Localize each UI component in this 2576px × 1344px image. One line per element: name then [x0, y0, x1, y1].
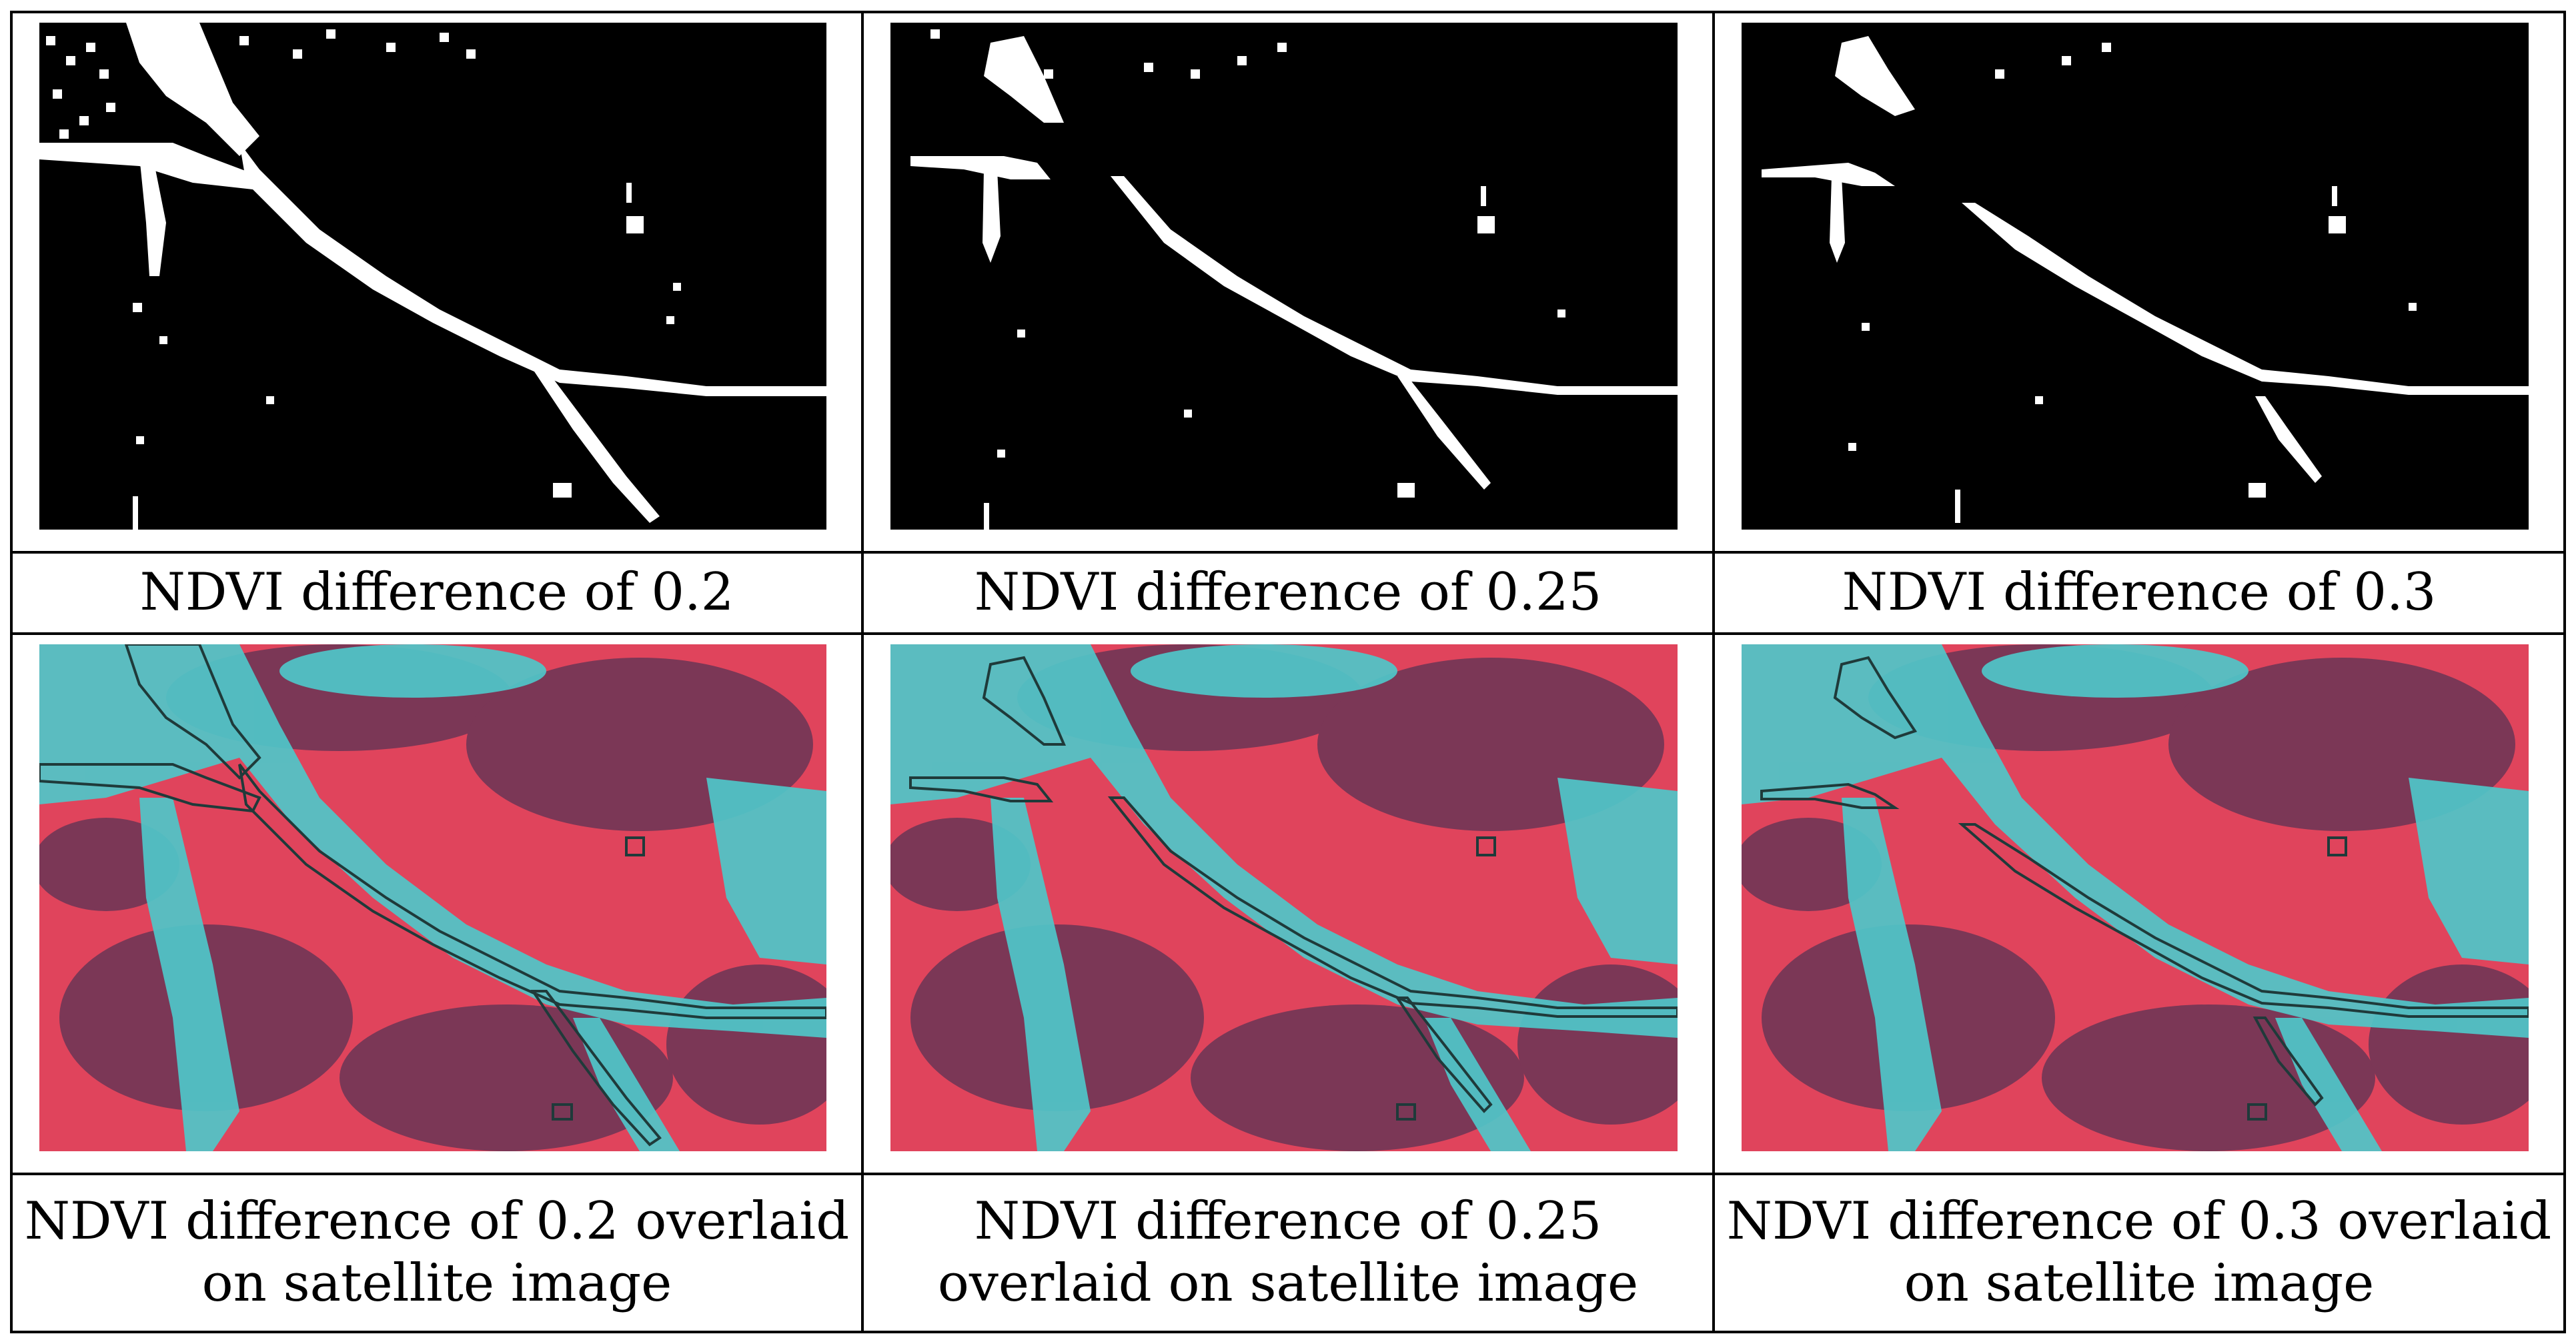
caption-overlay-0.2: NDVI difference of 0.2 overlaid on satel… — [10, 1172, 864, 1334]
cell-overlay-0.2 — [10, 632, 864, 1175]
overlay-svg — [39, 644, 826, 1151]
caption-mask-0.2: NDVI difference of 0.2 — [10, 550, 864, 635]
mask-svg — [890, 23, 1678, 530]
cell-overlay-0.3 — [1712, 632, 2566, 1175]
cell-overlay-0.25 — [861, 632, 1715, 1175]
caption-overlay-0.25: NDVI difference of 0.25 overlaid on sate… — [861, 1172, 1715, 1334]
overlay-svg — [890, 644, 1678, 1151]
cell-mask-0.25 — [861, 11, 1715, 554]
caption-mask-0.25: NDVI difference of 0.25 — [861, 550, 1715, 635]
overlay-0.25-image — [890, 644, 1678, 1151]
mask-svg — [1742, 23, 2529, 530]
ndvi-mask-0.3-image — [1742, 23, 2529, 530]
overlay-0.2-image — [39, 644, 826, 1151]
caption-mask-0.3: NDVI difference of 0.3 — [1712, 550, 2566, 635]
figure-grid: NDVI difference of 0.2 NDVI difference o… — [10, 11, 2566, 1334]
overlay-svg — [1742, 644, 2529, 1151]
caption-overlay-0.3: NDVI difference of 0.3 overlaid on satel… — [1712, 1172, 2566, 1334]
overlay-0.3-image — [1742, 644, 2529, 1151]
ndvi-mask-0.25-image — [890, 23, 1678, 530]
cell-mask-0.2 — [10, 11, 864, 554]
ndvi-mask-0.2-image — [39, 23, 826, 530]
cell-mask-0.3 — [1712, 11, 2566, 554]
mask-svg — [39, 23, 826, 530]
